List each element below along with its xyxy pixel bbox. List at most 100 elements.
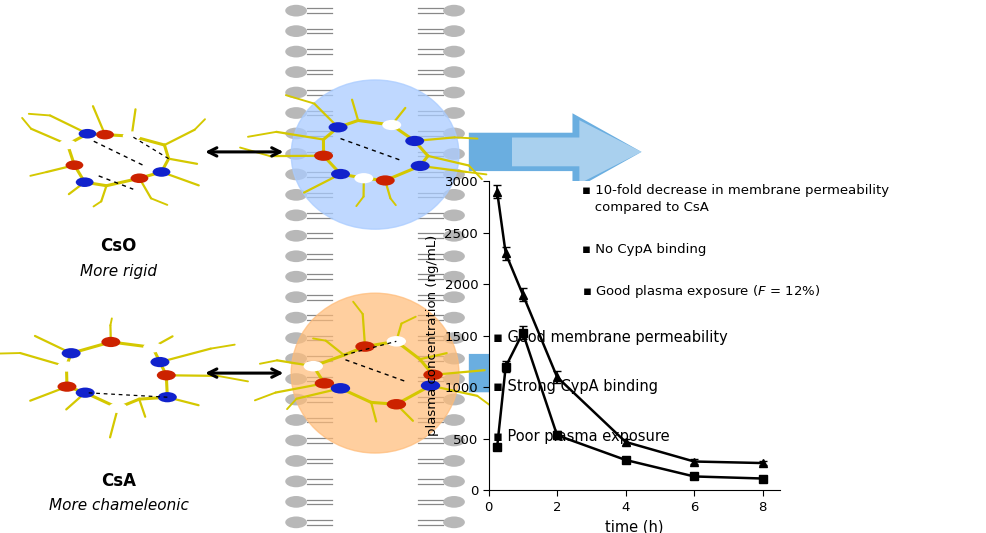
Circle shape: [153, 167, 171, 177]
Text: ▪ No CypA binding: ▪ No CypA binding: [581, 243, 705, 256]
Circle shape: [285, 87, 307, 99]
Circle shape: [382, 120, 400, 130]
Circle shape: [76, 387, 95, 398]
Circle shape: [285, 414, 307, 426]
Circle shape: [285, 107, 307, 119]
Circle shape: [285, 292, 307, 303]
Text: ▪ Strong CypA binding: ▪ Strong CypA binding: [492, 379, 658, 394]
Circle shape: [57, 361, 76, 372]
Circle shape: [405, 136, 424, 146]
Circle shape: [285, 25, 307, 37]
Circle shape: [387, 336, 405, 346]
Circle shape: [108, 403, 127, 413]
Circle shape: [76, 177, 94, 187]
Text: More chameleonic: More chameleonic: [48, 498, 188, 513]
Circle shape: [443, 394, 464, 406]
Circle shape: [443, 230, 464, 241]
Circle shape: [143, 342, 162, 352]
Circle shape: [443, 312, 464, 324]
Circle shape: [285, 516, 307, 528]
Circle shape: [285, 127, 307, 139]
Circle shape: [443, 189, 464, 201]
Circle shape: [285, 5, 307, 17]
Circle shape: [443, 455, 464, 467]
Circle shape: [443, 127, 464, 139]
Circle shape: [157, 370, 176, 381]
Circle shape: [330, 169, 350, 179]
Text: ▪ Good membrane permeability: ▪ Good membrane permeability: [492, 330, 727, 345]
Circle shape: [376, 175, 394, 185]
Circle shape: [443, 475, 464, 487]
Circle shape: [285, 209, 307, 221]
Circle shape: [285, 455, 307, 467]
Circle shape: [285, 312, 307, 324]
Ellipse shape: [291, 293, 458, 453]
Circle shape: [443, 209, 464, 221]
FancyArrow shape: [468, 114, 641, 191]
Circle shape: [443, 87, 464, 99]
Circle shape: [443, 46, 464, 58]
Text: ▪ Good plasma exposure (​$\mathit{F}$ = 12%): ▪ Good plasma exposure (​$\mathit{F}$ = …: [581, 283, 819, 300]
Circle shape: [150, 357, 170, 367]
Circle shape: [122, 131, 140, 141]
Text: CsO: CsO: [101, 237, 136, 255]
Circle shape: [79, 129, 97, 139]
Circle shape: [443, 148, 464, 160]
Circle shape: [130, 173, 148, 183]
Circle shape: [420, 381, 440, 391]
Circle shape: [443, 5, 464, 17]
Circle shape: [443, 107, 464, 119]
Circle shape: [304, 361, 322, 372]
Circle shape: [443, 25, 464, 37]
Y-axis label: plasma concentration (ng/mL): plasma concentration (ng/mL): [425, 235, 439, 437]
Circle shape: [285, 434, 307, 446]
Circle shape: [285, 475, 307, 487]
Circle shape: [314, 151, 332, 161]
X-axis label: time (h): time (h): [604, 519, 663, 533]
Text: CsA: CsA: [101, 472, 136, 490]
Circle shape: [328, 122, 347, 132]
Circle shape: [285, 168, 307, 180]
FancyArrow shape: [468, 335, 641, 411]
FancyArrow shape: [512, 120, 641, 183]
Circle shape: [443, 292, 464, 303]
Circle shape: [285, 189, 307, 201]
Circle shape: [57, 382, 76, 392]
Circle shape: [65, 160, 83, 170]
Circle shape: [354, 173, 373, 183]
Text: ▪ Poor plasma exposure: ▪ Poor plasma exposure: [492, 429, 669, 443]
Circle shape: [285, 394, 307, 406]
Circle shape: [423, 369, 443, 380]
Circle shape: [285, 271, 307, 282]
Circle shape: [443, 332, 464, 344]
Circle shape: [315, 378, 334, 389]
Circle shape: [158, 392, 176, 402]
Circle shape: [285, 353, 307, 365]
Circle shape: [330, 383, 350, 393]
Circle shape: [443, 271, 464, 282]
Circle shape: [443, 414, 464, 426]
Circle shape: [443, 66, 464, 78]
Circle shape: [285, 496, 307, 508]
Circle shape: [285, 230, 307, 241]
Circle shape: [61, 348, 81, 358]
Text: More rigid: More rigid: [80, 264, 157, 279]
Circle shape: [443, 434, 464, 446]
Circle shape: [443, 353, 464, 365]
Circle shape: [443, 516, 464, 528]
Circle shape: [410, 161, 429, 171]
Circle shape: [285, 148, 307, 160]
Ellipse shape: [291, 80, 458, 229]
Circle shape: [443, 168, 464, 180]
Circle shape: [355, 341, 375, 352]
Circle shape: [285, 373, 307, 385]
Circle shape: [387, 399, 405, 409]
Circle shape: [443, 373, 464, 385]
Circle shape: [285, 332, 307, 344]
Circle shape: [96, 130, 113, 140]
Circle shape: [285, 66, 307, 78]
Circle shape: [58, 140, 76, 149]
Circle shape: [102, 337, 120, 347]
Circle shape: [443, 251, 464, 262]
Circle shape: [443, 496, 464, 508]
